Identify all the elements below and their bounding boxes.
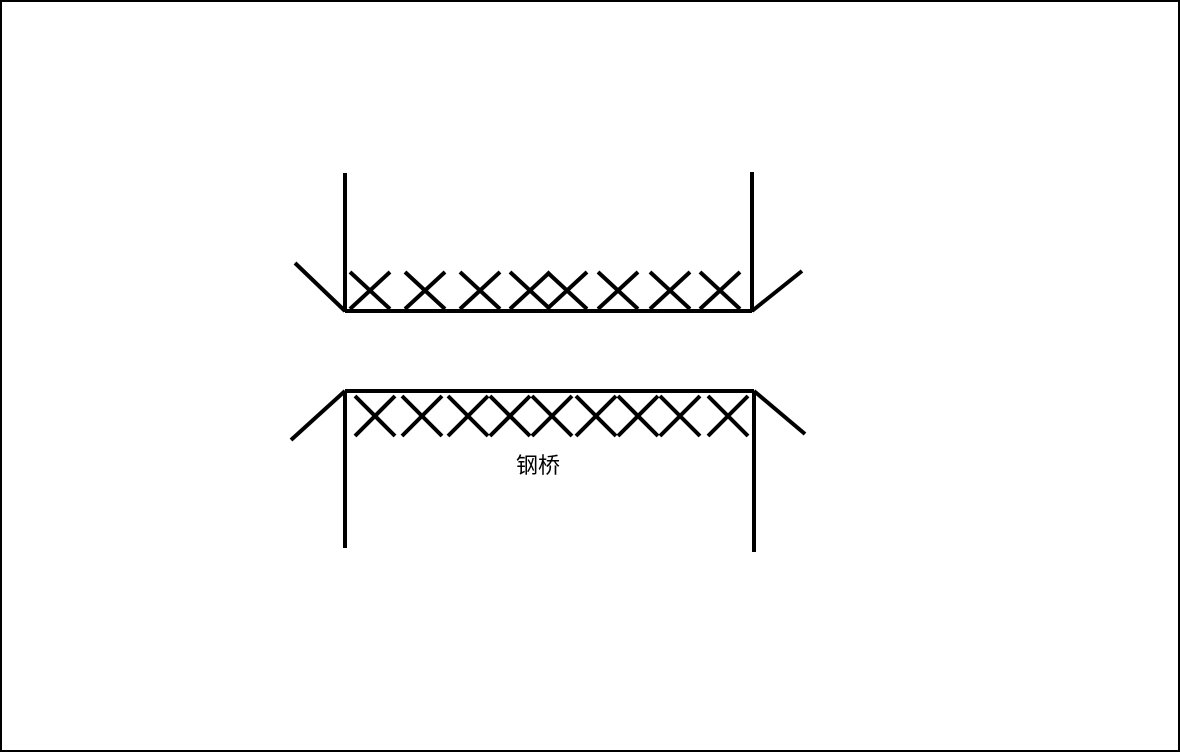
upper-cross-mark	[403, 270, 447, 311]
upper-right-wing	[750, 269, 804, 313]
lower-right-wing	[752, 389, 807, 436]
lower-left-wing	[289, 389, 347, 442]
lower-cross-mark	[706, 394, 750, 438]
upper-cross-mark	[348, 270, 392, 311]
upper-cross-mark	[698, 270, 742, 311]
lower-cross-mark	[530, 394, 574, 438]
upper-cross-mark	[458, 270, 502, 311]
lower-cross-mark	[658, 394, 702, 438]
lower-cross-mark	[488, 394, 532, 438]
lower-cross-mark	[616, 394, 660, 438]
lower-cross-hatching	[353, 394, 750, 438]
upper-cross-mark	[545, 270, 589, 311]
upper-cross-hatching	[348, 270, 742, 311]
upper-cross-mark	[596, 270, 640, 311]
lower-cross-mark	[446, 394, 490, 438]
upper-cross-mark	[648, 270, 692, 311]
bridge-label: 钢桥	[516, 454, 561, 479]
upper-cross-mark	[508, 270, 552, 311]
lower-cross-mark	[400, 394, 444, 438]
lower-cross-mark	[574, 394, 618, 438]
lower-girder	[289, 389, 807, 552]
lower-cross-mark	[353, 394, 397, 438]
upper-girder	[293, 172, 804, 313]
upper-left-wing	[293, 261, 347, 313]
